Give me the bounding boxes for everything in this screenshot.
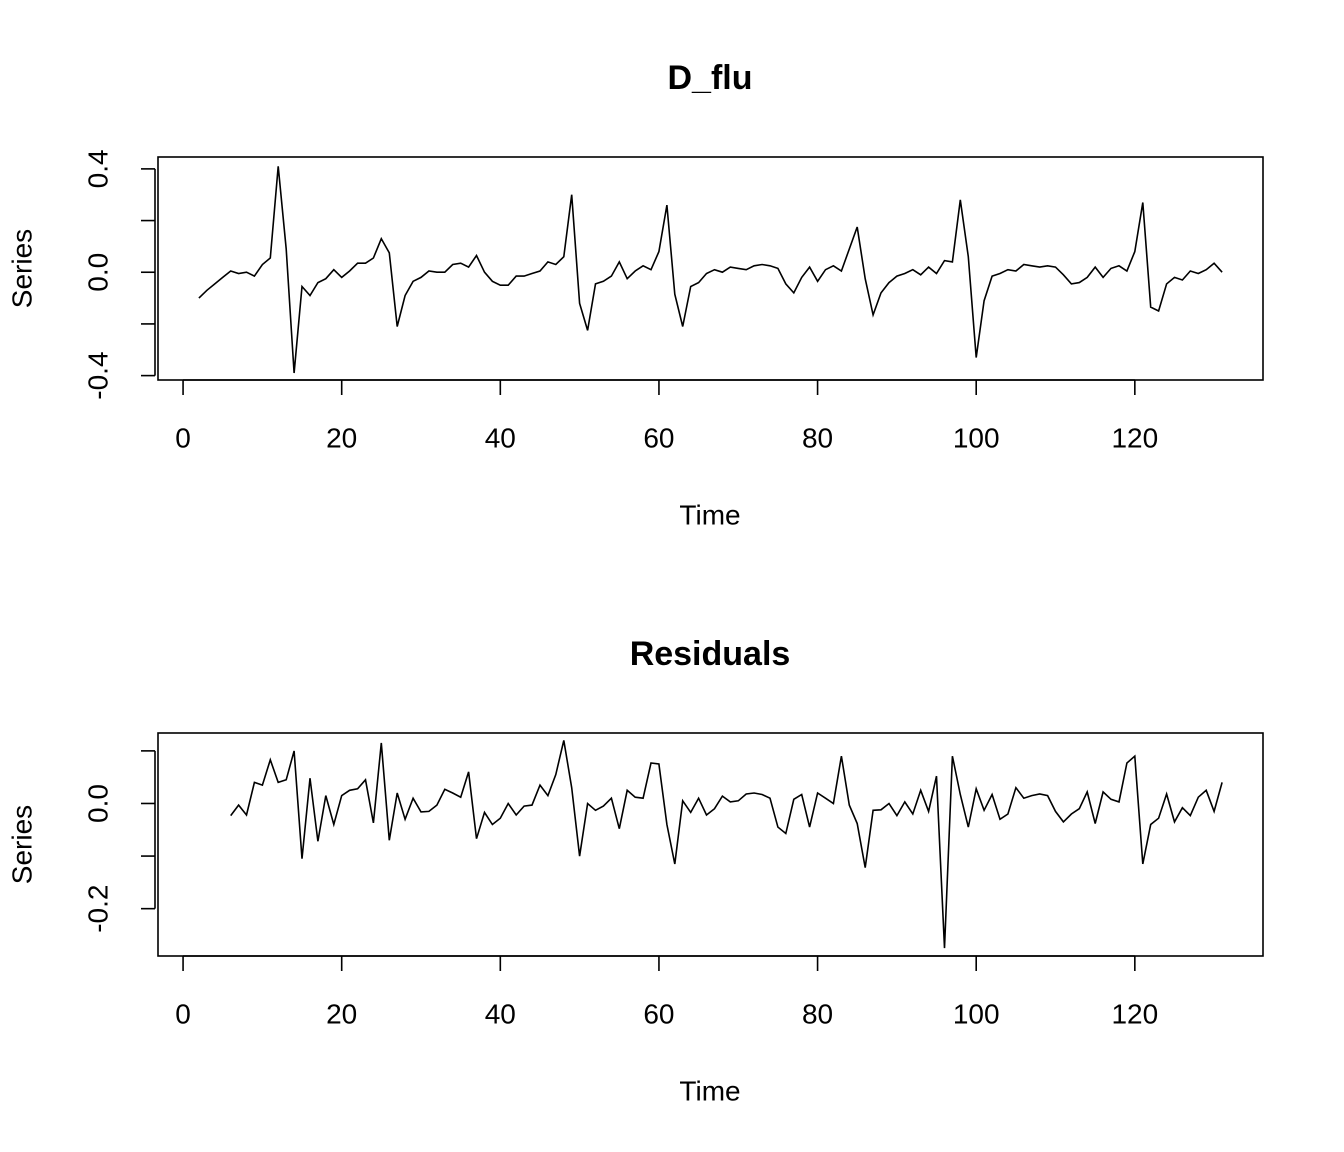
- y-tick-label: -0.4: [82, 351, 113, 399]
- plot-frame: [157, 732, 1264, 957]
- x-tick-label: 40: [485, 998, 516, 1029]
- y-tick-label: 0.0: [82, 784, 113, 823]
- x-tick-label: 100: [953, 422, 1000, 453]
- x-tick-label: 100: [953, 998, 1000, 1029]
- x-tick-label: 80: [802, 998, 833, 1029]
- x-tick-label: 60: [643, 998, 674, 1029]
- x-axis-label: Time: [679, 1075, 740, 1106]
- x-axis-label: Time: [679, 499, 740, 530]
- y-axis-label: Series: [6, 229, 37, 308]
- x-tick-label: 120: [1111, 422, 1158, 453]
- series-line: [230, 740, 1223, 949]
- x-tick-label: 80: [802, 422, 833, 453]
- chart-title: D_flu: [668, 59, 753, 97]
- x-tick-label: 40: [485, 422, 516, 453]
- x-tick-label: 20: [326, 998, 357, 1029]
- y-tick-label: 0.0: [82, 253, 113, 292]
- chart-title: Residuals: [630, 635, 791, 673]
- x-tick-label: 120: [1111, 998, 1158, 1029]
- y-tick-label: 0.4: [82, 149, 113, 188]
- x-tick-label: 60: [643, 422, 674, 453]
- x-tick-label: 0: [175, 998, 191, 1029]
- y-tick-label: -0.2: [82, 885, 113, 933]
- x-tick-label: 0: [175, 422, 191, 453]
- y-axis-label: Series: [6, 805, 37, 884]
- series-line: [198, 166, 1223, 374]
- x-tick-label: 20: [326, 422, 357, 453]
